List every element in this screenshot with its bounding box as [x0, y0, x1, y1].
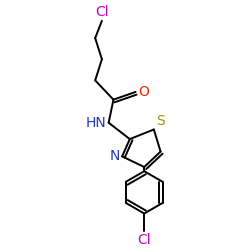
Text: Cl: Cl: [138, 233, 151, 247]
Text: N: N: [110, 150, 120, 164]
Text: S: S: [156, 114, 164, 128]
Text: O: O: [138, 85, 149, 99]
Text: HN: HN: [86, 116, 107, 130]
Text: Cl: Cl: [95, 5, 109, 19]
